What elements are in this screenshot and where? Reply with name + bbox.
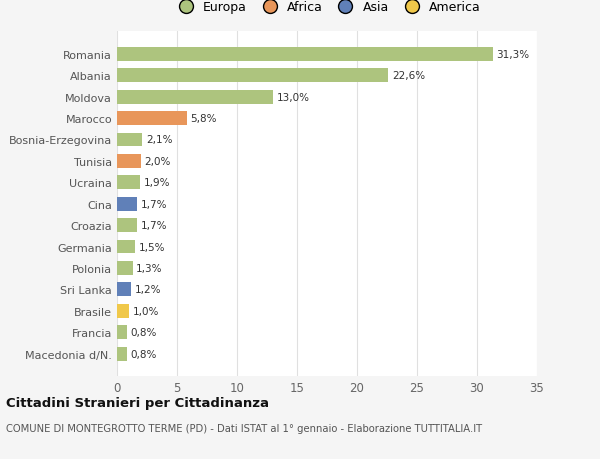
Legend: Europa, Africa, Asia, America: Europa, Africa, Asia, America [168,0,486,19]
Text: 0,8%: 0,8% [130,349,157,359]
Text: 31,3%: 31,3% [496,50,529,60]
Bar [117,347,127,361]
Text: 13,0%: 13,0% [277,92,310,102]
Text: 1,5%: 1,5% [139,242,165,252]
Bar [117,90,273,104]
Bar [117,304,129,318]
Text: 1,3%: 1,3% [136,263,163,273]
Bar [117,48,493,62]
Text: 1,2%: 1,2% [135,285,161,295]
Bar [117,133,142,147]
Text: 1,7%: 1,7% [141,199,167,209]
Text: 1,9%: 1,9% [143,178,170,188]
Text: COMUNE DI MONTEGROTTO TERME (PD) - Dati ISTAT al 1° gennaio - Elaborazione TUTTI: COMUNE DI MONTEGROTTO TERME (PD) - Dati … [6,424,482,433]
Bar [117,218,137,233]
Bar [117,261,133,275]
Text: 1,7%: 1,7% [141,221,167,230]
Text: 2,1%: 2,1% [146,135,172,145]
Bar [117,197,137,211]
Bar [117,325,127,339]
Bar [117,69,388,83]
Bar [117,112,187,126]
Bar [117,155,141,168]
Text: 1,0%: 1,0% [133,306,159,316]
Text: 22,6%: 22,6% [392,71,425,81]
Text: Cittadini Stranieri per Cittadinanza: Cittadini Stranieri per Cittadinanza [6,396,269,409]
Bar [117,176,140,190]
Bar [117,240,135,254]
Text: 2,0%: 2,0% [145,157,171,167]
Text: 5,8%: 5,8% [190,114,217,124]
Text: 0,8%: 0,8% [130,327,157,337]
Bar [117,283,131,297]
